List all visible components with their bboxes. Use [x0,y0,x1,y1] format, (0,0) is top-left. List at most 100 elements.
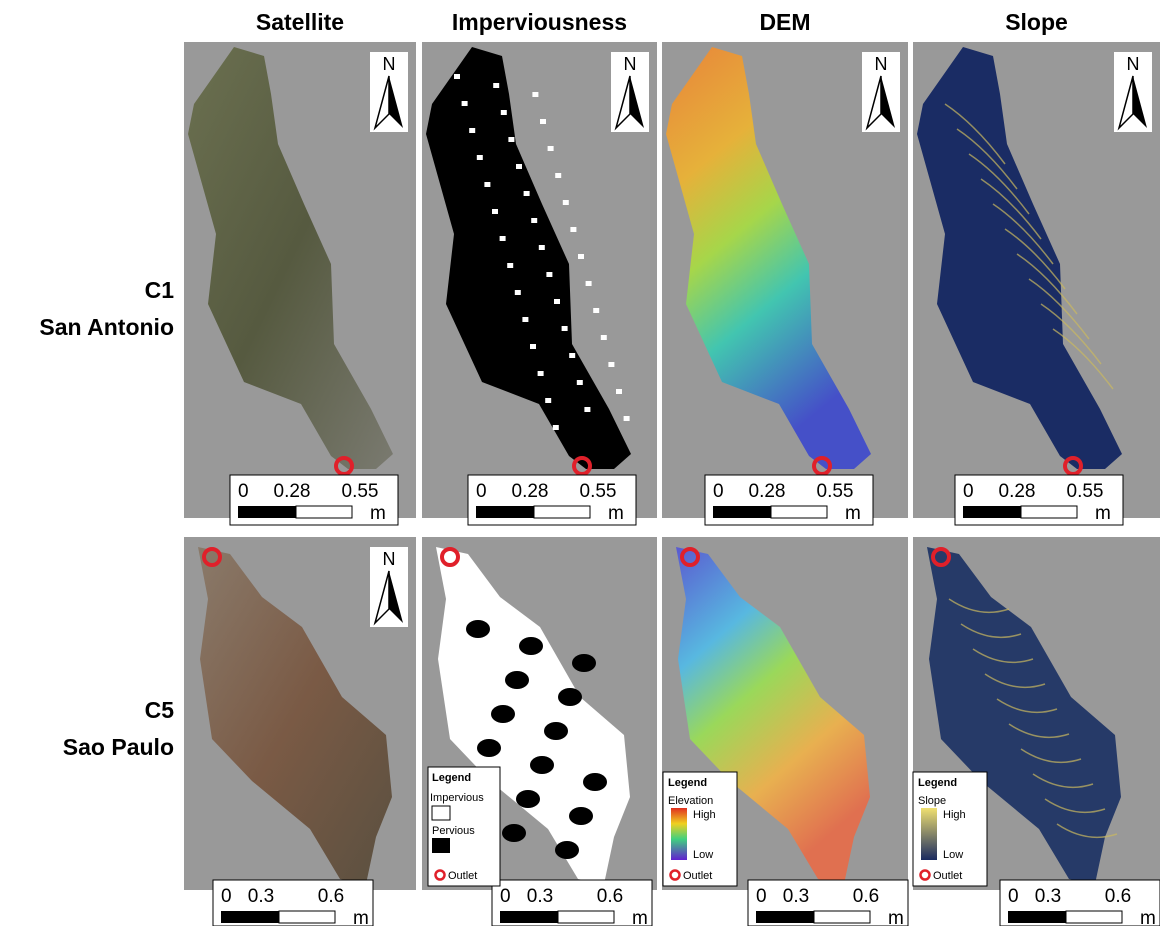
scale-bar-dark [1008,911,1066,923]
legend-text: Low [943,849,963,861]
pervious-patch [608,362,614,367]
pervious-patch [538,371,544,376]
legend-text: High [693,809,716,821]
north-label: N [624,54,637,74]
scale-unit: m [845,503,861,524]
scale-bar-light [771,506,827,518]
scale-tick: 0 [500,886,511,907]
scale-tick: 0.55 [1067,481,1104,502]
scale-bar-light [814,911,870,923]
pervious-patch [578,254,584,259]
scale-tick: 0.3 [527,886,553,907]
scale-tick: 0.28 [274,481,311,502]
scale-bar-light [534,506,590,518]
pervious-patch [531,218,537,223]
legend-ramp [671,808,687,860]
pervious-patch [555,841,579,859]
pervious-patch [501,110,507,115]
pervious-patch [519,637,543,655]
pervious-patch [484,182,490,187]
pervious-patch [466,620,490,638]
column-header: Imperviousness [452,9,627,35]
pervious-patch [563,200,569,205]
pervious-patch [616,389,622,394]
scale-tick: 0.3 [248,886,274,907]
scale-tick: 0.6 [318,886,344,907]
north-label: N [875,54,888,74]
scale-unit: m [353,908,369,926]
pervious-patch [539,245,545,250]
scale-bar-dark [221,911,279,923]
scale-bar-light [1066,911,1122,923]
scale-bar-light [558,911,614,923]
pervious-patch [530,344,536,349]
column-header: Slope [1005,9,1068,35]
scale-bar-dark [500,911,558,923]
legend-text: Impervious [430,792,484,804]
legend-text: Outlet [683,870,712,882]
legend-text: Slope [918,795,946,807]
figure: Satellite Imperviousness DEM Slope C1 San Ant… [0,0,1160,926]
scale-tick: 0.3 [783,886,809,907]
pervious-patch [515,290,521,295]
legend-ramp [921,808,937,860]
pervious-patch [477,155,483,160]
pervious-patch [502,824,526,842]
column-header: DEM [759,9,810,35]
pervious-patch [562,326,568,331]
pervious-patch [558,688,582,706]
pervious-patch [493,83,499,88]
pervious-patch [545,398,551,403]
pervious-patch [593,308,599,313]
scale-tick: 0.55 [817,481,854,502]
scale-unit: m [1095,503,1111,524]
legend-swatch [432,806,450,820]
scale-tick: 0 [238,481,249,502]
legend-swatch [432,838,450,853]
pervious-patch [569,807,593,825]
pervious-patch [583,773,607,791]
pervious-patch [548,146,554,151]
pervious-patch [505,671,529,689]
scale-tick: 0.55 [580,481,617,502]
column-header: Satellite [256,9,344,35]
scale-bar-light [296,506,352,518]
legend-title: Legend [432,772,471,784]
scale-unit: m [370,503,386,524]
pervious-patch [584,407,590,412]
pervious-patch [522,317,528,322]
row-label: C1 [145,277,175,303]
pervious-patch [546,272,552,277]
scale-bar-dark [713,506,771,518]
pervious-patch [554,299,560,304]
pervious-patch [540,119,546,124]
pervious-patch [544,722,568,740]
pervious-patch [530,756,554,774]
legend-text: Outlet [933,870,962,882]
north-label: N [383,54,396,74]
legend-text: Pervious [432,825,475,837]
pervious-patch [570,227,576,232]
legend-text: Outlet [448,870,477,882]
pervious-patch [555,173,561,178]
scale-tick: 0.28 [512,481,549,502]
scale-tick: 0.6 [853,886,879,907]
legend-text: Low [693,849,713,861]
legend-text: High [943,809,966,821]
pervious-patch [454,74,460,79]
row-place: San Antonio [39,314,174,340]
scale-unit: m [632,908,648,926]
scale-bar-dark [756,911,814,923]
pervious-patch [462,101,468,106]
scale-tick: 0.6 [597,886,623,907]
scale-tick: 0 [963,481,974,502]
map-panel: N00.30.6m [184,537,416,926]
pervious-patch [469,128,475,133]
row-place: Sao Paulo [63,734,174,760]
pervious-patch [516,790,540,808]
pervious-patch [491,705,515,723]
scale-unit: m [888,908,904,926]
